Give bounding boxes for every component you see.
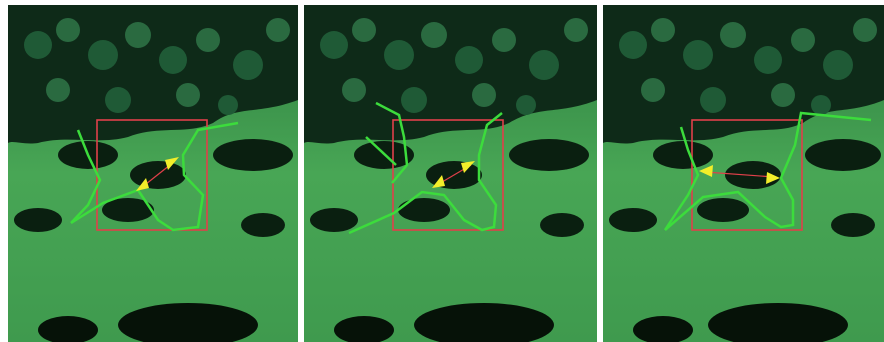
forest-canopy — [8, 5, 298, 144]
aerial-image-2 — [304, 5, 597, 342]
track-line-left — [70, 129, 102, 224]
track-line-right — [70, 121, 239, 232]
track-line-left — [663, 126, 700, 231]
forest-canopy — [304, 5, 597, 144]
distance-link — [704, 171, 775, 178]
track-line-branch — [365, 136, 397, 166]
arrow-head-left — [432, 175, 445, 188]
arrow-head-right — [766, 172, 780, 184]
arrow-head-right — [165, 157, 179, 170]
tree-clusters — [14, 139, 293, 342]
aerial-panel-2 — [304, 5, 597, 342]
region-box — [691, 119, 803, 231]
tree-clusters — [609, 139, 881, 342]
aerial-image-3 — [603, 5, 884, 342]
aerial-panel-3 — [603, 5, 884, 342]
track-line-upper — [375, 101, 409, 184]
track-line-main — [348, 112, 503, 235]
track-line-right — [664, 111, 872, 231]
arrow-head-right — [461, 161, 475, 173]
region-box — [392, 119, 504, 231]
forest-canopy — [603, 5, 884, 144]
aerial-image-1 — [8, 5, 298, 342]
arrow-head-left — [136, 178, 149, 191]
aerial-panel-1 — [8, 5, 298, 342]
arrow-head-left — [699, 165, 713, 177]
